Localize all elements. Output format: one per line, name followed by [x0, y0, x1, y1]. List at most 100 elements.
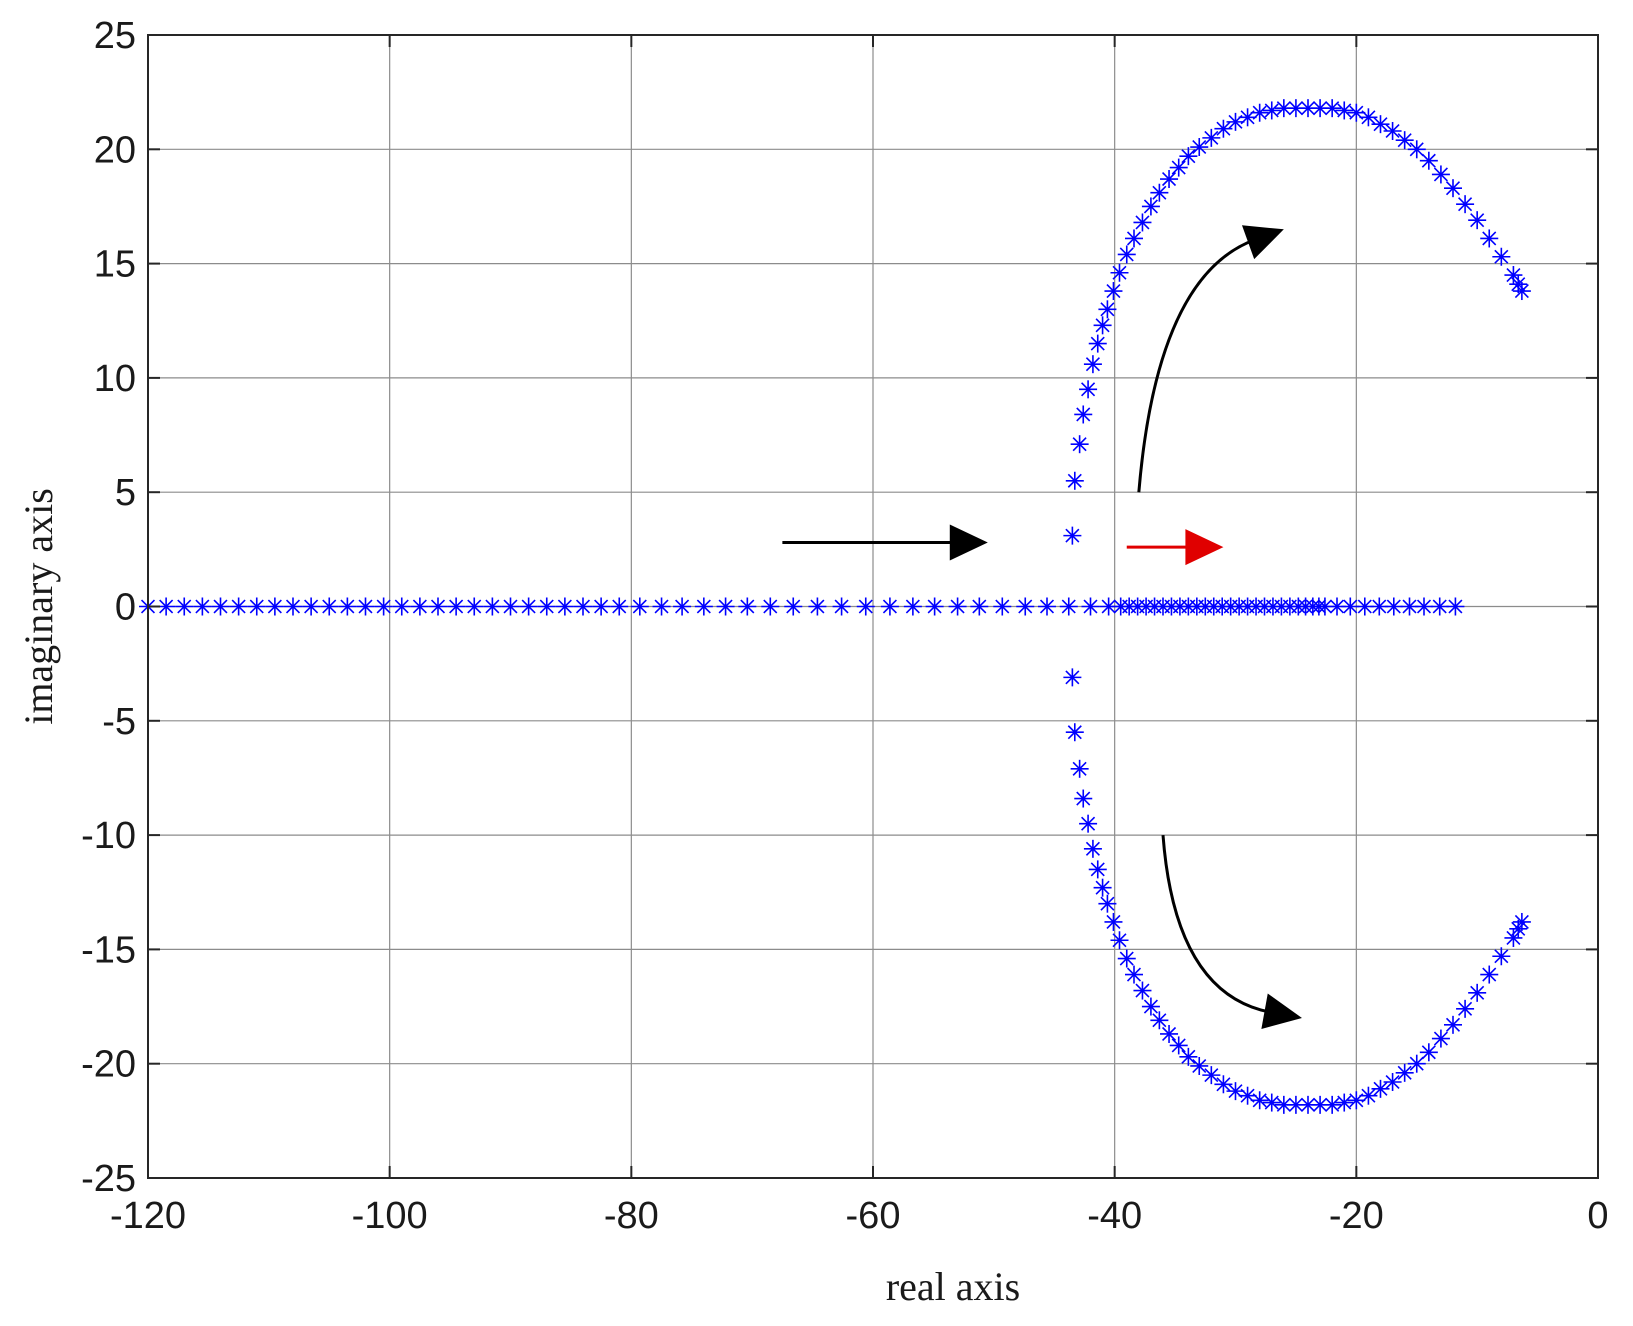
data-point [320, 597, 339, 616]
data-point [832, 597, 851, 616]
data-point [1214, 119, 1233, 138]
data-point [574, 597, 592, 616]
data-point [1456, 999, 1475, 1018]
data-point [903, 597, 922, 616]
data-point [1160, 170, 1179, 189]
data-point [1093, 316, 1112, 335]
x-tick-label: -40 [1087, 1195, 1142, 1237]
data-point [1179, 1047, 1198, 1066]
y-tick-label: -25 [81, 1158, 136, 1200]
x-tick-label: -120 [110, 1195, 186, 1237]
data-point [970, 597, 989, 616]
y-tick-label: -5 [102, 701, 136, 743]
data-point [302, 597, 321, 616]
data-point [1347, 1091, 1366, 1110]
data-point [338, 597, 357, 616]
data-point [1250, 103, 1269, 122]
data-point [1079, 380, 1098, 399]
y-tick-label: 10 [94, 358, 136, 400]
tick-marks [147, 34, 1599, 1179]
arrow-shaft [1161, 834, 1273, 1015]
data-point [1480, 229, 1499, 248]
data-point [1504, 928, 1523, 947]
data-point [1430, 597, 1449, 616]
arrow-head [1241, 225, 1284, 260]
data-point [1070, 435, 1089, 454]
data-point [1407, 1054, 1426, 1073]
data-point [1063, 526, 1082, 545]
arrow-shaft [1137, 238, 1256, 493]
data-point [447, 597, 466, 616]
data-point [808, 597, 827, 616]
data-point [1384, 597, 1403, 616]
data-point [1125, 965, 1143, 984]
data-point [1446, 597, 1465, 616]
data-point [1238, 1086, 1257, 1105]
data-point [1226, 112, 1245, 131]
data-point [1468, 211, 1487, 230]
data-point [880, 597, 899, 616]
data-point [1419, 1043, 1438, 1062]
data-point [1504, 266, 1523, 285]
data-point [610, 597, 629, 616]
data-point [501, 597, 520, 616]
data-point [925, 597, 944, 616]
data-point [1512, 282, 1531, 301]
x-tick-label: -100 [352, 1195, 428, 1237]
data-point [392, 597, 411, 616]
data-point [1299, 1095, 1317, 1114]
data-point [1190, 138, 1209, 157]
data-point [1323, 1095, 1342, 1114]
data-point [1431, 165, 1450, 184]
data-point [1202, 1066, 1221, 1085]
data-point [247, 597, 266, 616]
data-point [1190, 1056, 1209, 1075]
data-point [1150, 1011, 1169, 1030]
data-point [465, 597, 484, 616]
data-point [1468, 983, 1487, 1002]
data-point [1359, 1086, 1378, 1105]
data-point [1083, 839, 1102, 858]
data-point [1098, 894, 1117, 913]
y-tick-label: 25 [94, 15, 136, 57]
data-point [716, 597, 735, 616]
data-point [1226, 1082, 1245, 1101]
y-tick-label: 15 [94, 244, 136, 286]
data-point [1016, 597, 1035, 616]
data-point [356, 597, 375, 616]
data-point [784, 597, 803, 616]
data-point [1169, 1036, 1188, 1055]
data-point [429, 597, 447, 616]
data-points [139, 99, 1531, 1114]
data-point [1395, 1063, 1414, 1082]
data-point [1088, 334, 1107, 353]
data-point [1088, 860, 1107, 879]
data-point [1070, 759, 1089, 778]
data-point [265, 597, 284, 616]
data-point [1419, 151, 1438, 170]
data-point [1065, 471, 1084, 490]
y-tick-labels: -25 -20 -15 -10 -5 0 5 10 15 20 25 [81, 15, 136, 1200]
data-point [537, 597, 556, 616]
data-point [1093, 878, 1112, 897]
data-point [630, 597, 649, 616]
data-point [1117, 949, 1136, 968]
data-point [1081, 597, 1100, 616]
data-point [738, 597, 757, 616]
y-tick-label: 5 [115, 472, 136, 514]
data-point [1141, 997, 1160, 1016]
data-point [1400, 597, 1419, 616]
data-point [410, 597, 429, 616]
data-point [761, 597, 780, 616]
data-point [1444, 179, 1462, 198]
y-tick-label: 0 [115, 587, 136, 629]
data-point [1383, 1072, 1402, 1091]
data-point [1038, 597, 1056, 616]
data-point [1110, 931, 1129, 950]
data-point [948, 597, 967, 616]
data-point [592, 597, 611, 616]
data-point [1059, 597, 1078, 616]
data-point [1383, 122, 1402, 141]
data-point [374, 597, 393, 616]
